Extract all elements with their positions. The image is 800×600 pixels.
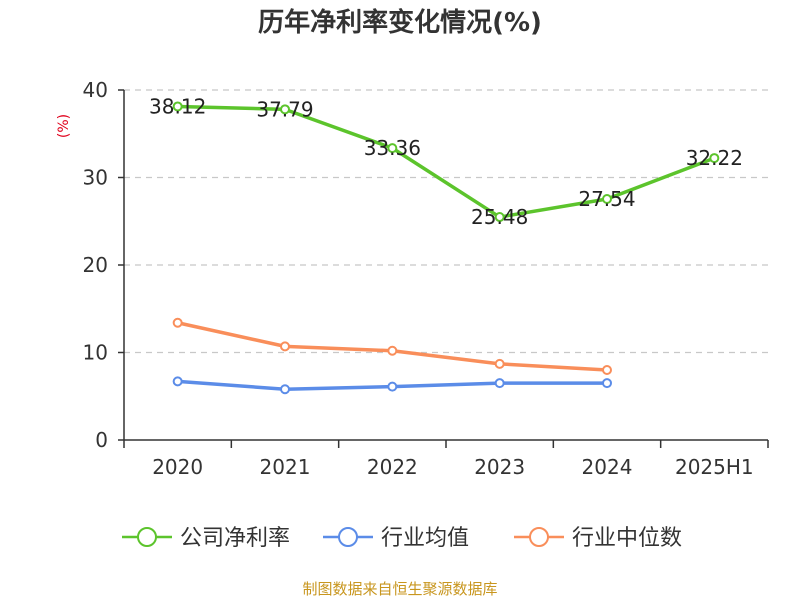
- data-point: [494, 378, 505, 389]
- data-label: 37.79: [256, 97, 313, 121]
- data-label: 32.22: [686, 146, 743, 170]
- y-tick-label: 20: [83, 253, 108, 277]
- data-point: [280, 341, 290, 352]
- y-tick-label: 40: [83, 78, 108, 102]
- data-point: [280, 104, 290, 115]
- series-line: [177, 104, 715, 219]
- x-tick-label: 2024: [582, 455, 633, 479]
- legend-marker: [137, 527, 157, 547]
- source-note: 制图数据来自恒生聚源数据库: [302, 580, 498, 598]
- legend-marker: [529, 527, 549, 547]
- data-label: 27.54: [578, 187, 635, 211]
- data-point: [172, 317, 183, 328]
- data-point: [602, 194, 612, 205]
- data-label: 25.48: [471, 205, 528, 229]
- legend-label: 行业均值: [381, 526, 469, 551]
- x-tick-label: 2023: [474, 455, 525, 479]
- data-point: [387, 345, 398, 356]
- legend-marker: [338, 527, 358, 547]
- data-point: [387, 143, 398, 154]
- legend-label: 行业中位数: [572, 526, 682, 551]
- data-point: [494, 358, 505, 369]
- x-tick-label: 2025H1: [675, 455, 754, 479]
- series-lines: [172, 101, 720, 395]
- data-point: [602, 378, 612, 389]
- data-labels: 38.12 37.79 33.36 25.48 27.54 32.22: [149, 94, 743, 229]
- grid-lines: [124, 89, 768, 354]
- data-point: [602, 365, 612, 375]
- legend: 公司净利率 行业均值 行业中位数: [122, 526, 682, 551]
- y-tick-label: 10: [83, 341, 108, 365]
- data-point: [387, 381, 398, 392]
- data-point: [709, 153, 720, 164]
- x-tick-label: 2021: [260, 455, 311, 479]
- legend-label: 公司净利率: [180, 526, 290, 551]
- y-tick-label: 30: [83, 166, 108, 190]
- data-point: [280, 384, 290, 395]
- data-point: [494, 212, 505, 223]
- data-label: 33.36: [364, 136, 421, 160]
- axes: 0 10 20 30 40 2020 2021 2022 2023 2024 2025H1: [83, 78, 769, 479]
- chart-title: 历年净利率变化情况(%): [258, 8, 542, 38]
- data-point: [172, 376, 183, 387]
- y-tick-label: 0: [95, 428, 108, 452]
- data-label: 38.12: [149, 94, 206, 118]
- data-point: [172, 101, 183, 112]
- y-axis-label: (%): [56, 114, 72, 138]
- x-tick-label: 2020: [152, 455, 203, 479]
- x-tick-label: 2022: [367, 455, 418, 479]
